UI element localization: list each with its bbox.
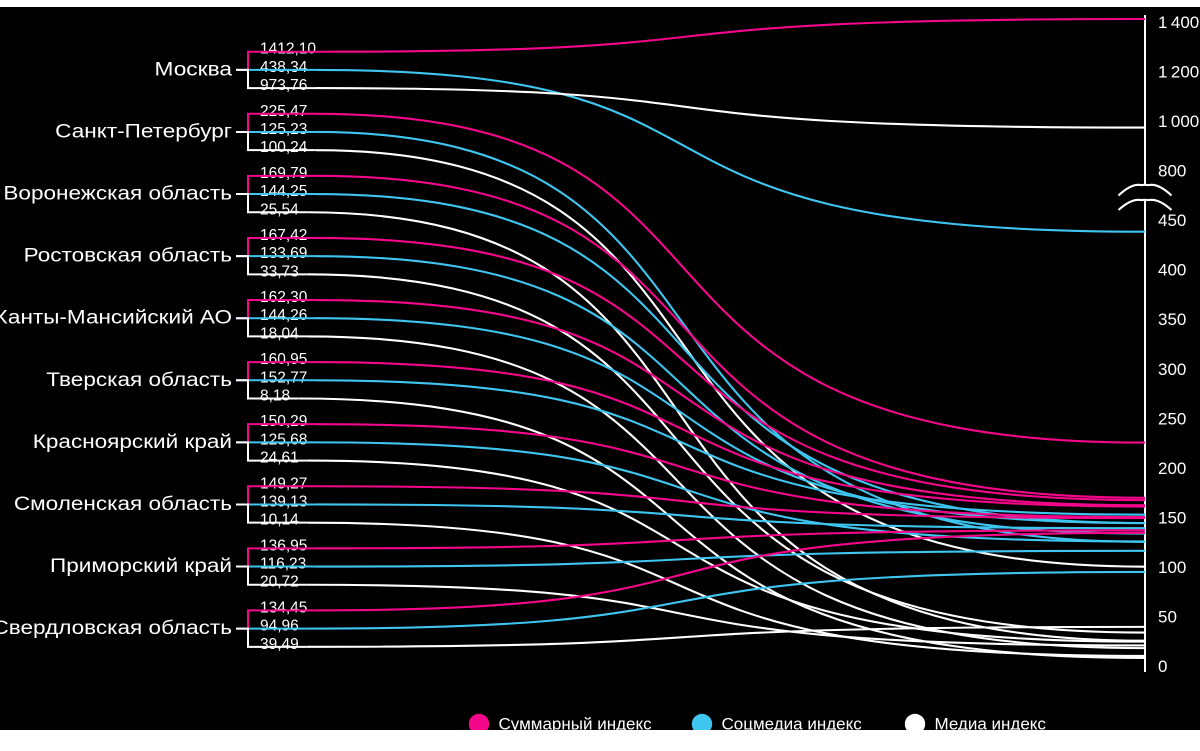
svg-text:94,96: 94,96 — [260, 618, 299, 635]
svg-text:200: 200 — [1158, 459, 1186, 478]
svg-text:973,76: 973,76 — [260, 77, 307, 94]
svg-text:150: 150 — [1158, 508, 1186, 527]
svg-text:144,26: 144,26 — [260, 307, 307, 324]
svg-text:167,42: 167,42 — [260, 227, 307, 244]
svg-text:Санкт-Петербург: Санкт-Петербург — [55, 121, 232, 142]
svg-text:150,29: 150,29 — [260, 413, 307, 430]
svg-text:0: 0 — [1158, 657, 1167, 676]
svg-text:225,47: 225,47 — [260, 103, 307, 120]
svg-text:Тверская область: Тверская область — [46, 370, 232, 391]
svg-text:125,68: 125,68 — [260, 431, 307, 448]
svg-text:33,73: 33,73 — [260, 263, 299, 280]
svg-text:350: 350 — [1158, 310, 1186, 329]
svg-text:Москва: Москва — [155, 59, 233, 80]
svg-text:1412,10: 1412,10 — [260, 41, 316, 58]
svg-text:438,34: 438,34 — [260, 59, 308, 76]
svg-text:139,13: 139,13 — [260, 493, 307, 510]
svg-text:1 400: 1 400 — [1158, 13, 1199, 32]
svg-text:8,18: 8,18 — [260, 388, 290, 405]
svg-text:Приморский край: Приморский край — [50, 556, 232, 577]
svg-text:136,95: 136,95 — [260, 537, 307, 554]
svg-text:300: 300 — [1158, 360, 1186, 379]
svg-text:10,14: 10,14 — [260, 512, 299, 529]
svg-text:Соцмедиа индекс: Соцмедиа индекс — [722, 715, 863, 731]
svg-text:39,49: 39,49 — [260, 636, 299, 653]
svg-text:144,25: 144,25 — [260, 183, 307, 200]
svg-text:100,24: 100,24 — [260, 139, 308, 156]
svg-text:162,30: 162,30 — [260, 289, 308, 306]
svg-text:169,79: 169,79 — [260, 165, 307, 182]
svg-text:24,61: 24,61 — [260, 450, 299, 467]
svg-text:Свердловская область: Свердловская область — [0, 618, 232, 639]
svg-text:116,23: 116,23 — [260, 556, 306, 573]
svg-text:125,23: 125,23 — [260, 121, 307, 138]
svg-text:250: 250 — [1158, 409, 1186, 428]
svg-text:1 000: 1 000 — [1158, 112, 1199, 131]
svg-text:100: 100 — [1158, 558, 1186, 577]
svg-text:160,95: 160,95 — [260, 351, 307, 368]
svg-text:Ханты-Мансийский АО: Ханты-Мансийский АО — [0, 308, 232, 329]
svg-text:133,69: 133,69 — [260, 245, 307, 262]
svg-text:1 200: 1 200 — [1158, 63, 1199, 82]
svg-text:400: 400 — [1158, 261, 1186, 280]
svg-text:20,72: 20,72 — [260, 574, 299, 591]
svg-text:149,27: 149,27 — [260, 475, 307, 492]
svg-text:450: 450 — [1158, 211, 1186, 230]
svg-text:Воронежская область: Воронежская область — [3, 184, 232, 205]
svg-text:Красноярский край: Красноярский край — [33, 432, 232, 453]
svg-text:152,77: 152,77 — [260, 369, 307, 386]
svg-text:134,45: 134,45 — [260, 599, 307, 616]
svg-text:18,04: 18,04 — [260, 325, 299, 342]
svg-text:Смоленская область: Смоленская область — [14, 494, 232, 515]
svg-text:25,54: 25,54 — [260, 201, 299, 218]
svg-text:Медиа индекс: Медиа индекс — [935, 715, 1047, 731]
svg-text:Суммарный индекс: Суммарный индекс — [499, 715, 653, 731]
svg-text:800: 800 — [1158, 162, 1186, 181]
svg-text:Ростовская область: Ростовская область — [24, 246, 232, 267]
svg-text:50: 50 — [1158, 607, 1177, 626]
